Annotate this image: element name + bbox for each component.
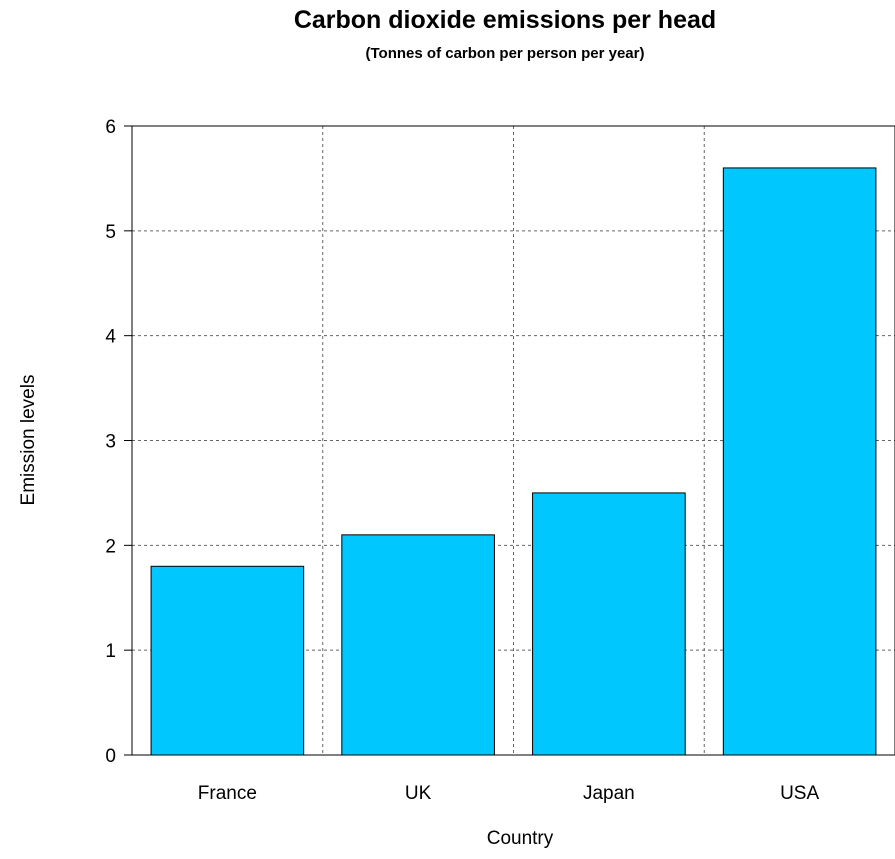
chart-title: Carbon dioxide emissions per head [294,6,716,34]
x-tick-label: UK [405,783,432,804]
chart-subtitle: (Tonnes of carbon per person per year) [366,45,645,62]
x-tick-label: Japan [583,783,635,804]
bar-usa [722,167,877,756]
y-axis: 0 1 2 3 4 5 6 [105,117,132,767]
y-tick-label: 3 [105,432,116,453]
y-tick-label: 4 [105,327,116,348]
x-axis: France UK Japan USA [198,783,820,804]
bars [150,167,877,756]
x-axis-label: Country [487,828,554,849]
x-tick-label: France [198,783,257,804]
y-tick-label: 0 [105,746,116,767]
bar-france [150,565,305,756]
bar-japan [532,492,686,756]
bar-uk [341,534,495,756]
x-tick-label: USA [780,783,819,804]
y-tick-label: 5 [105,222,116,243]
y-axis-label: Emission levels [18,375,39,506]
y-tick-label: 1 [105,641,116,662]
y-tick-label: 2 [105,536,116,557]
y-tick-label: 6 [105,117,116,138]
